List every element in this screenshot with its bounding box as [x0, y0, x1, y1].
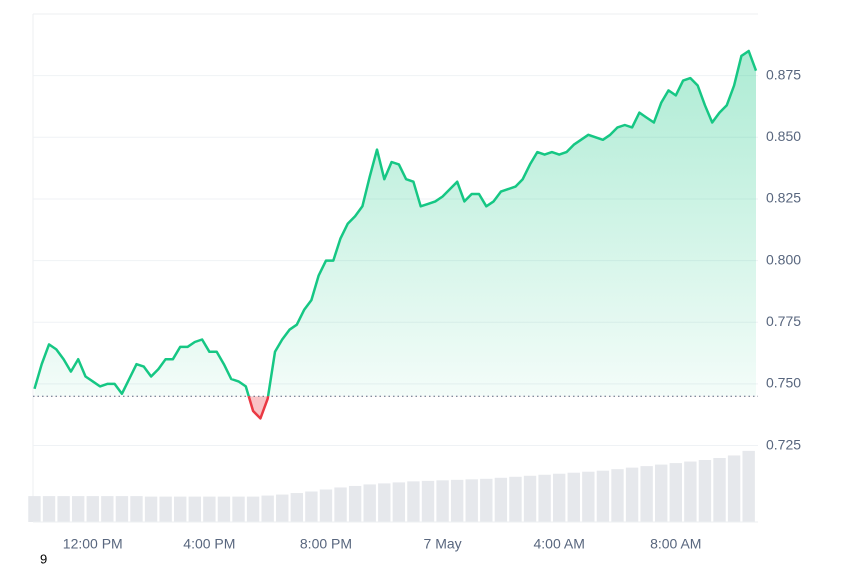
- volume-bar: [669, 463, 682, 522]
- x-tick-label: 8:00 AM: [650, 536, 701, 552]
- volume-bar: [655, 464, 668, 522]
- volume-bar: [71, 496, 85, 522]
- volume-bar: [596, 470, 610, 522]
- volume-bar: [421, 480, 435, 522]
- price-line-up: [33, 49, 758, 397]
- volume-bar: [42, 496, 56, 522]
- volume-bar: [582, 471, 595, 522]
- y-tick-label: 0.800: [766, 251, 801, 267]
- volume-bar: [450, 479, 464, 522]
- volume-bar: [101, 496, 114, 522]
- y-tick-label: 0.775: [766, 313, 801, 329]
- volume-bar: [319, 489, 333, 522]
- volume-bar: [28, 496, 41, 522]
- volume-bar: [261, 495, 274, 522]
- y-tick-label: 0.850: [766, 128, 801, 144]
- x-tick-label: 4:00 AM: [533, 536, 584, 552]
- volume-bar: [144, 496, 158, 522]
- area-down: [248, 396, 269, 419]
- volume-bar: [174, 496, 187, 522]
- volume-bar: [436, 480, 449, 522]
- volume-bar: [188, 496, 201, 522]
- volume-bar: [363, 484, 376, 522]
- volume-bar: [203, 496, 216, 522]
- volume-bar: [523, 475, 537, 522]
- volume-bar: [130, 496, 143, 522]
- volume-bar: [276, 494, 289, 522]
- volume-bar: [217, 496, 231, 522]
- volume-bar: [392, 482, 406, 522]
- y-tick-label: 0.725: [766, 436, 801, 452]
- volume-bar: [742, 450, 755, 522]
- volume-bar: [567, 472, 580, 522]
- x-tick-label: 4:00 PM: [183, 536, 235, 552]
- volume-bar: [640, 466, 653, 522]
- volume-bar: [480, 478, 493, 522]
- x-tick-label: 12:00 PM: [63, 536, 123, 552]
- volume-bar: [465, 479, 478, 522]
- volume-bar: [334, 487, 347, 522]
- volume-bar: [305, 491, 318, 522]
- footnote: 9: [40, 551, 47, 566]
- volume-bar: [698, 460, 712, 522]
- x-tick-label: 7 May: [424, 536, 462, 552]
- volume-bar: [407, 481, 420, 522]
- volume-bar: [246, 496, 260, 522]
- x-tick-label: 8:00 PM: [300, 536, 352, 552]
- y-tick-label: 0.875: [766, 66, 801, 82]
- area-up: [34, 51, 756, 397]
- volume-bar: [727, 455, 741, 522]
- volume-bar: [57, 496, 70, 522]
- volume-bar: [348, 485, 362, 522]
- volume-bar: [378, 483, 391, 522]
- volume-bar: [115, 496, 129, 522]
- volume-bar: [232, 496, 245, 522]
- volume-bar: [625, 467, 639, 522]
- volume-bar: [159, 496, 172, 522]
- volume-bar: [86, 496, 99, 522]
- volume-bar: [494, 477, 508, 522]
- volume-bar: [290, 493, 304, 522]
- volume-bar: [713, 457, 726, 522]
- volume-bar: [552, 473, 566, 522]
- volume-bar: [509, 476, 522, 522]
- y-tick-label: 0.750: [766, 375, 801, 391]
- volume-bar: [611, 469, 624, 522]
- volume-bar: [538, 474, 551, 522]
- volume-bar: [684, 461, 697, 522]
- y-tick-label: 0.825: [766, 190, 801, 206]
